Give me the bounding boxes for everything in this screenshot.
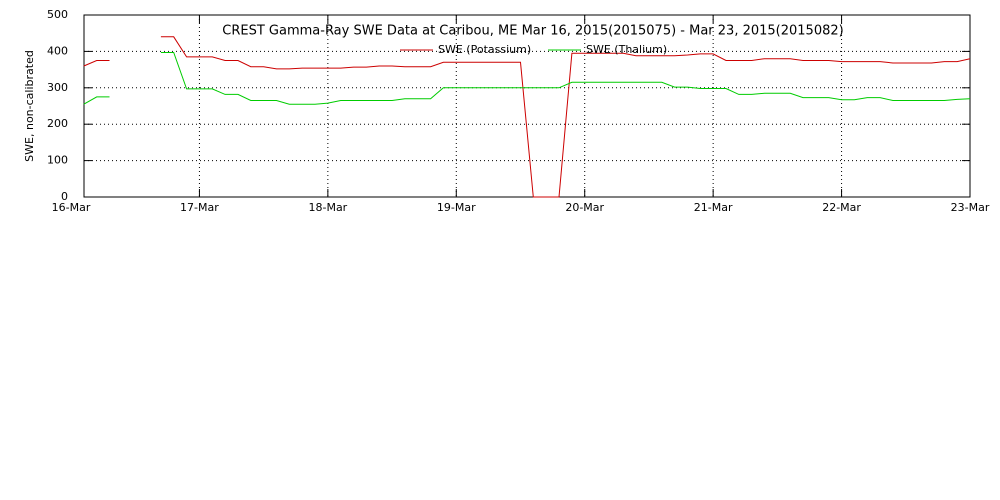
x-tick-label: 17-Mar	[180, 201, 219, 214]
y-axis-label: SWE, non-calibrated	[23, 50, 36, 162]
y-tick-label: 300	[47, 81, 68, 94]
y-tick-label: 100	[47, 154, 68, 167]
x-tick-label: 22-Mar	[822, 201, 861, 214]
legend-label: SWE (Thalium)	[586, 43, 667, 56]
series-line	[83, 36, 971, 198]
y-tick-label: 0	[61, 190, 68, 203]
x-tick-label: 19-Mar	[437, 201, 476, 214]
series-line	[83, 52, 971, 105]
y-tick-label: 200	[47, 117, 68, 130]
x-tick-label: 23-Mar	[951, 201, 990, 214]
chart-title: CREST Gamma-Ray SWE Data at Caribou, ME …	[222, 24, 843, 39]
plot-frame	[83, 14, 971, 198]
y-tick-label: 400	[47, 44, 68, 57]
x-tick-label: 18-Mar	[308, 201, 347, 214]
y-tick-label: 500	[47, 8, 68, 21]
x-tick-label: 20-Mar	[565, 201, 604, 214]
legend-label: SWE (Potassium)	[438, 43, 531, 56]
x-tick-label: 16-Mar	[52, 201, 91, 214]
x-tick-label: 21-Mar	[694, 201, 733, 214]
